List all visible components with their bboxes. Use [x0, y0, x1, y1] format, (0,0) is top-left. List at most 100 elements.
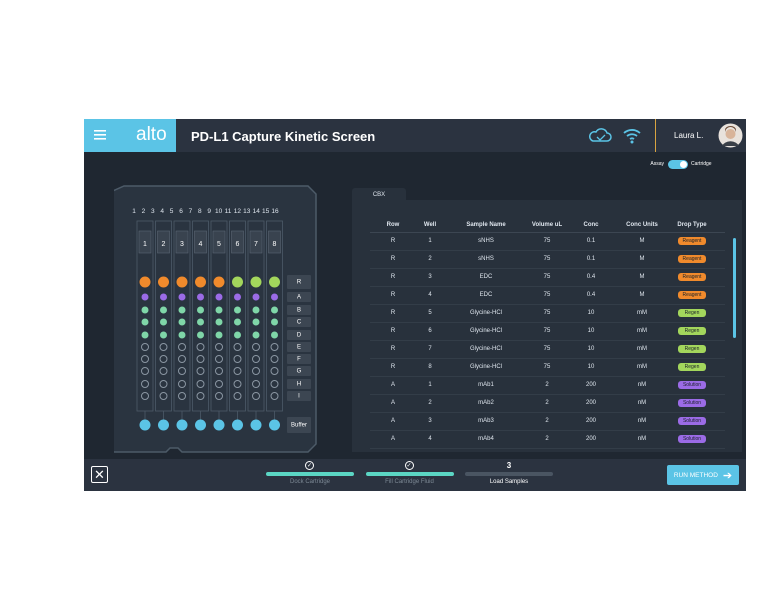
- well: [270, 343, 279, 351]
- well: [158, 276, 169, 288]
- well: [270, 355, 279, 363]
- column-header: Row: [386, 222, 400, 228]
- well: [271, 306, 278, 314]
- well: [141, 343, 149, 351]
- column-number: 16: [271, 208, 279, 215]
- drop-type-badge: Solution: [678, 381, 706, 389]
- cell: 2: [545, 400, 549, 406]
- tab[interactable]: CBX: [352, 188, 406, 201]
- cell: 3: [428, 274, 432, 280]
- well: [215, 331, 223, 339]
- well: [197, 293, 204, 301]
- buffer-label: Buffer: [291, 423, 307, 429]
- well: [215, 343, 223, 351]
- row-label: B: [297, 308, 301, 314]
- well: [159, 380, 168, 388]
- row-label: G: [297, 369, 302, 375]
- drop-type-badge: Regen: [678, 363, 706, 371]
- lane-number: 3: [180, 241, 184, 248]
- logo: alto: [136, 124, 167, 145]
- well: [196, 355, 205, 363]
- toggle-left-label: Assay: [650, 161, 664, 167]
- lane-number: 8: [273, 241, 277, 248]
- well: [141, 293, 149, 301]
- column-number: 8: [198, 208, 202, 215]
- well: [159, 355, 168, 363]
- cell: 2: [428, 256, 432, 262]
- step-label: Fill Cartridge Fluid: [385, 479, 434, 485]
- lane-box: [194, 230, 207, 254]
- logo-block: alto: [84, 119, 176, 152]
- check-icon: ✓: [404, 461, 414, 470]
- lane-box: [268, 230, 281, 254]
- row-label: C: [297, 320, 302, 326]
- user-name: Laura L.: [674, 131, 704, 140]
- buffer-box: [287, 417, 311, 433]
- cell: 3: [428, 418, 432, 424]
- avatar[interactable]: [718, 123, 743, 148]
- cell: nM: [637, 382, 647, 388]
- well: [252, 392, 260, 400]
- buffer-well: [269, 419, 280, 431]
- cell: EDC: [479, 274, 493, 280]
- cell: sNHS: [478, 238, 494, 244]
- cell: mM: [637, 328, 647, 334]
- row-label-box: [287, 391, 311, 401]
- well: [234, 318, 241, 326]
- well: [213, 276, 225, 288]
- cell: 10: [587, 364, 595, 370]
- scrollbar[interactable]: [733, 238, 736, 338]
- drop-type-badge: Reagent: [678, 291, 706, 299]
- menu-button[interactable]: [94, 129, 107, 141]
- well: [178, 343, 186, 351]
- row-divider: [370, 412, 725, 413]
- cell: 75: [543, 310, 551, 316]
- column-number: 2: [142, 208, 146, 215]
- row-divider: [370, 322, 725, 323]
- run-method-button[interactable]: RUN METHOD ➔: [667, 465, 739, 485]
- step-bar: [465, 472, 553, 476]
- cell: 75: [543, 328, 551, 334]
- well: [141, 392, 149, 400]
- column-header: Volume uL: [531, 222, 563, 228]
- lane-box: [249, 230, 263, 254]
- column-number: 11: [225, 208, 232, 215]
- step-label: Dock Cartridge: [289, 479, 330, 485]
- well: [178, 318, 186, 326]
- lane-number: 1: [143, 241, 147, 248]
- well: [196, 367, 205, 375]
- cell: M: [639, 274, 645, 280]
- column-header: Conc: [583, 222, 599, 228]
- cartridge: 1 2 3 4 5 6 7 8 9 10 11 12 13 14 15 161 2 3 4 5 6 7 8RABCDEFGH…: [114, 185, 317, 453]
- cell: mAb2: [478, 400, 494, 406]
- cell: 75: [543, 238, 551, 244]
- well: [234, 306, 241, 314]
- toggle[interactable]: [668, 160, 688, 169]
- well: [271, 331, 278, 339]
- well: [197, 318, 204, 326]
- cell: 2: [545, 418, 549, 424]
- well: [196, 343, 205, 351]
- close-button[interactable]: ✕: [91, 466, 108, 483]
- row-divider: [370, 250, 725, 251]
- cell: R: [390, 292, 396, 298]
- buffer-well: [195, 419, 206, 431]
- well: [252, 355, 260, 363]
- column-number: 5: [170, 208, 174, 215]
- well: [178, 306, 186, 314]
- well: [271, 318, 278, 326]
- row-label-box: [287, 342, 311, 352]
- well: [215, 306, 223, 314]
- cell: A: [390, 436, 396, 442]
- well: [233, 343, 242, 351]
- drop-type-badge: Regen: [678, 309, 706, 317]
- cell: A: [390, 400, 396, 406]
- well: [196, 392, 205, 400]
- drop-type-badge: Solution: [678, 399, 706, 407]
- row-label-box: [287, 354, 311, 364]
- row-label: E: [297, 345, 301, 351]
- row-label-box: [287, 379, 311, 389]
- toggle-right-label: Cartridge: [691, 161, 712, 167]
- cell: EDC: [479, 292, 493, 298]
- step-bar: [266, 472, 354, 476]
